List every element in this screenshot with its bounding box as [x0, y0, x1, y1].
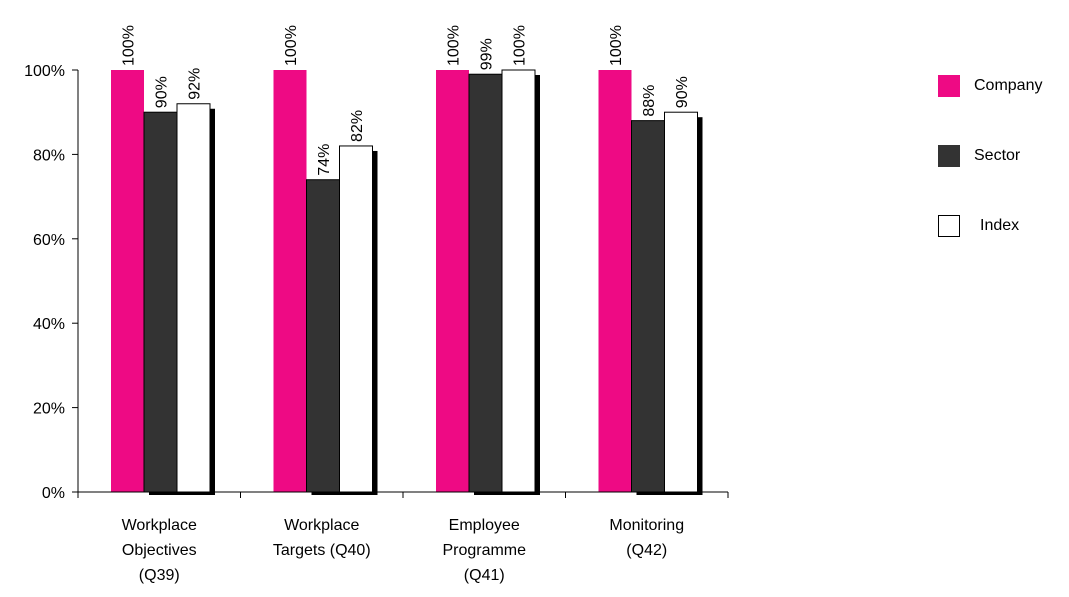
y-tick-label: 100% — [24, 63, 65, 80]
legend-item-company: Company — [938, 74, 1042, 98]
x-category-label: Monitoring (Q42) — [609, 517, 684, 559]
x-axis-labels: Workplace Objectives (Q39) Workplace Targets… — [122, 517, 685, 584]
legend-item-sector: Sector — [938, 144, 1042, 168]
data-label-sector: 88% — [641, 85, 658, 117]
x-category-label-line: Targets (Q40) — [273, 542, 371, 559]
data-label-index: 100% — [512, 25, 529, 66]
bar-index — [339, 145, 373, 493]
bar-sector — [468, 73, 503, 493]
x-category-label-line: Workplace — [284, 517, 359, 534]
bar-company — [436, 70, 469, 492]
legend-swatch-company — [938, 75, 960, 97]
data-label-sector: 74% — [316, 144, 333, 176]
x-category-label-line: Programme — [442, 542, 526, 559]
y-tick-label: 60% — [33, 232, 65, 249]
bars-group — [111, 69, 703, 495]
bar-index — [664, 111, 698, 493]
x-category-label: Employee Programme (Q41) — [442, 517, 526, 584]
x-category-label-line: Objectives — [122, 542, 197, 559]
x-category-label-line: (Q41) — [464, 567, 505, 584]
y-tick-label: 80% — [33, 147, 65, 164]
x-category-label: Workplace Objectives (Q39) — [122, 517, 197, 584]
x-category-label-line: Workplace — [122, 517, 197, 534]
bar-sector — [306, 179, 340, 493]
data-labels-group: 100% 90% 92% 100% 74% 82% 100% 99% 100% 100% 88% 90… — [121, 25, 692, 176]
data-label-sector: 99% — [479, 38, 496, 70]
x-category-label-line: Employee — [449, 517, 520, 534]
legend: Company Sector Index — [938, 74, 1042, 284]
legend-item-index: Index — [938, 214, 1042, 238]
data-label-company: 100% — [446, 25, 463, 66]
data-label-company: 100% — [283, 25, 300, 66]
y-tick-label: 40% — [33, 316, 65, 333]
data-label-company: 100% — [121, 25, 138, 66]
legend-swatch-sector — [938, 145, 960, 167]
x-category-label: Workplace Targets (Q40) — [273, 517, 371, 559]
bar-company — [273, 70, 307, 492]
bar-index — [501, 69, 536, 493]
data-label-index: 90% — [674, 76, 691, 108]
bar-company — [111, 70, 144, 492]
legend-label-sector: Sector — [974, 147, 1021, 164]
bar-index — [176, 103, 211, 493]
legend-label-index: Index — [980, 217, 1020, 234]
bar-company — [598, 70, 632, 492]
bar-sector — [143, 111, 178, 493]
x-axis — [77, 491, 729, 498]
data-label-index: 92% — [187, 68, 204, 100]
data-label-company: 100% — [608, 25, 625, 66]
y-tick-label: 20% — [33, 401, 65, 418]
data-label-sector: 90% — [154, 76, 171, 108]
legend-label-company: Company — [974, 77, 1043, 94]
y-tick-label: 0% — [42, 485, 65, 502]
x-category-label-line: (Q39) — [139, 567, 180, 584]
bar-sector — [631, 120, 665, 493]
y-axis: 0% 20% 40% 60% 80% 100% — [24, 63, 79, 502]
x-category-label-line: (Q42) — [626, 542, 667, 559]
data-label-index: 82% — [349, 110, 366, 142]
x-category-label-line: Monitoring — [609, 517, 684, 534]
legend-swatch-index — [938, 215, 960, 237]
